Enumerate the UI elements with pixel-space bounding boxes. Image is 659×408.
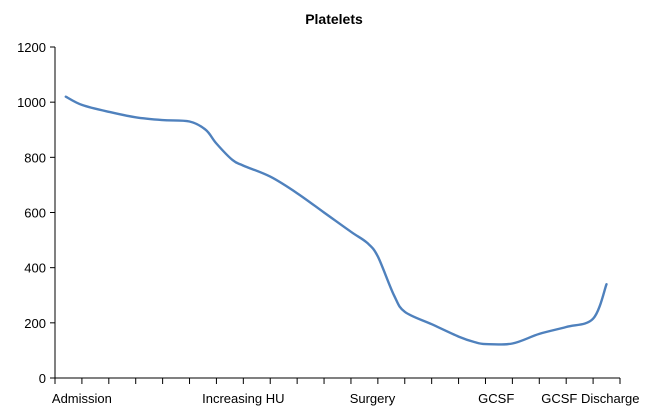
y-tick-label: 1000 [17, 95, 46, 110]
series-group [64, 95, 608, 346]
chart-title: Platelets [305, 11, 363, 27]
x-tick-label: GCSF [478, 391, 514, 406]
y-tick-label: 600 [24, 206, 46, 221]
x-axis: Admission Increasing HU Surgery GCSF GCSF Di… [52, 377, 640, 406]
x-tick-label: GCSF Discharge [541, 391, 639, 406]
x-tick-label: Increasing HU [202, 391, 284, 406]
x-tick-label: Admission [52, 391, 112, 406]
y-tick-label: 400 [24, 261, 46, 276]
y-tick-label: 0 [39, 371, 46, 386]
y-tick-label: 200 [24, 316, 46, 331]
x-tick-label: Surgery [350, 391, 396, 406]
y-axis: 0 200 400 600 800 1000 1200 [17, 40, 56, 386]
y-tick-label: 800 [24, 150, 46, 165]
y-tick-label: 1200 [17, 40, 46, 55]
platelets-series-line [64, 95, 608, 346]
